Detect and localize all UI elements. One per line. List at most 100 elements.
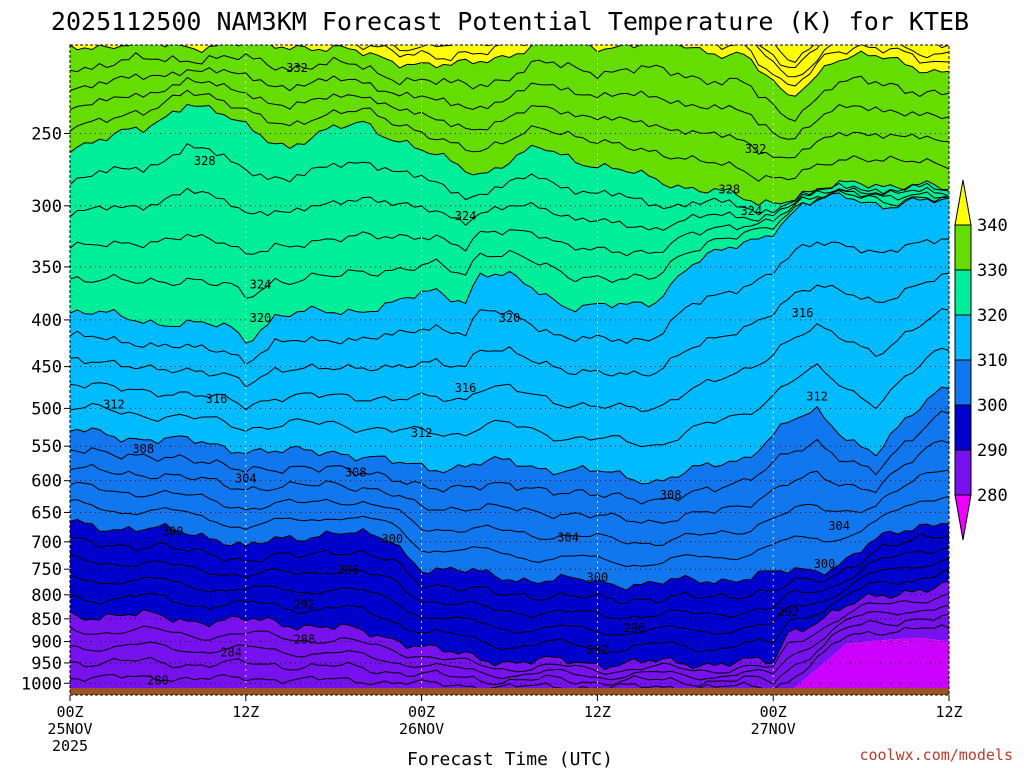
x-tick-label: 26NOV	[399, 720, 444, 738]
contour-line	[70, 593, 949, 675]
contour-label: 296	[623, 621, 645, 635]
y-tick-label: 850	[31, 610, 62, 630]
contour-line	[70, 410, 949, 505]
colorbar-segment	[954, 359, 972, 406]
contour-label: 328	[194, 154, 216, 168]
contour-line	[70, 558, 949, 636]
colorbar-label: 280	[977, 486, 1008, 506]
contour-line	[70, 604, 949, 681]
y-axis: 2503003504004505005506006507007508008509…	[21, 124, 70, 694]
colorbar-arrow-bottom	[954, 494, 972, 541]
colorbar-segment	[954, 314, 972, 361]
contour-line	[70, 624, 949, 692]
y-tick-label: 300	[31, 197, 62, 217]
contour-label: 304	[828, 519, 850, 533]
x-tick-label: 12Z	[935, 703, 962, 721]
x-tick-label: 00Z	[56, 703, 83, 721]
contour-line	[356, 45, 949, 87]
contour-label: 288	[294, 632, 316, 646]
contour-lines	[70, 45, 949, 692]
contour-label: 316	[206, 392, 228, 406]
ground-terrain	[70, 688, 949, 695]
contour-line	[70, 45, 949, 97]
colorbar-label: 340	[977, 216, 1008, 236]
contour-line	[70, 52, 949, 122]
contour-label: 284	[220, 645, 242, 659]
x-tick-label: 25NOV	[47, 720, 92, 738]
contour-label: 300	[814, 557, 836, 571]
contour-label: 292	[587, 643, 609, 657]
contour-line	[70, 546, 949, 620]
colorbar-segment	[954, 224, 972, 271]
contour-label: 292	[777, 605, 799, 619]
y-tick-label: 700	[31, 533, 62, 553]
colorbar-label: 300	[977, 396, 1008, 416]
colorbar-segment	[954, 449, 972, 496]
credit-text: coolwx.com/models	[859, 746, 1013, 764]
contour-label: 324	[455, 209, 477, 223]
band-fill-6	[70, 581, 949, 694]
x-tick-label: 27NOV	[751, 720, 796, 738]
y-tick-label: 400	[31, 311, 62, 331]
colorbar: 340 330 320 310 300 290 280	[954, 179, 1008, 541]
contour-label: 308	[132, 442, 154, 456]
grid-lines	[70, 45, 949, 695]
y-tick-label: 1000	[21, 674, 62, 694]
x-tick-label: 12Z	[584, 703, 611, 721]
band-fill-1	[70, 45, 949, 206]
contour-label: 308	[660, 488, 682, 502]
contour-line	[774, 45, 815, 63]
contour-line	[70, 142, 949, 216]
colorbar-label: 320	[977, 306, 1008, 326]
contour-label: 312	[103, 397, 125, 411]
contour-label: 320	[499, 311, 521, 325]
y-tick-label: 250	[31, 124, 62, 144]
contour-line	[70, 613, 949, 687]
y-tick-label: 900	[31, 632, 62, 652]
colorbar-segment	[954, 404, 972, 451]
contour-label: 304	[557, 530, 579, 544]
contour-line	[70, 67, 949, 140]
contour-line	[70, 186, 949, 231]
contour-label: 316	[455, 381, 477, 395]
contour-line	[70, 192, 949, 344]
contour-label: 308	[345, 466, 367, 480]
y-tick-label: 800	[31, 586, 62, 606]
contour-line	[70, 347, 949, 448]
contour-line	[758, 45, 949, 69]
y-tick-label: 750	[31, 560, 62, 580]
contour-label: 316	[792, 306, 814, 320]
y-tick-label: 650	[31, 503, 62, 523]
y-tick-label: 950	[31, 654, 62, 674]
contour-line	[70, 533, 949, 605]
contour-line	[70, 495, 949, 568]
contour-line	[392, 45, 949, 78]
contour-label: 320	[250, 311, 272, 325]
contour-line	[70, 76, 949, 159]
colorbar-label: 290	[977, 441, 1008, 461]
contour-label: 324	[740, 204, 762, 218]
x-tick-label: 00Z	[760, 703, 787, 721]
y-tick-label: 350	[31, 258, 62, 278]
y-tick-label: 550	[31, 437, 62, 457]
contour-fills	[70, 45, 949, 695]
contour-line	[70, 103, 949, 207]
y-tick-label: 600	[31, 472, 62, 492]
y-tick-label: 500	[31, 399, 62, 419]
band-fill-3	[70, 192, 949, 484]
plot-frame	[69, 44, 950, 696]
x-tick-label: 2025	[52, 737, 88, 755]
contour-label: 292	[294, 598, 316, 612]
contour-label: 332	[286, 61, 308, 75]
contour-line	[70, 469, 949, 547]
contour-line	[70, 272, 949, 388]
contour-label: 332	[745, 142, 767, 156]
band-fill-2	[70, 104, 949, 344]
colorbar-label: 330	[977, 261, 1008, 281]
contour-label: 300	[587, 571, 609, 585]
x-tick-label: 12Z	[232, 703, 259, 721]
contour-label: 312	[411, 426, 433, 440]
